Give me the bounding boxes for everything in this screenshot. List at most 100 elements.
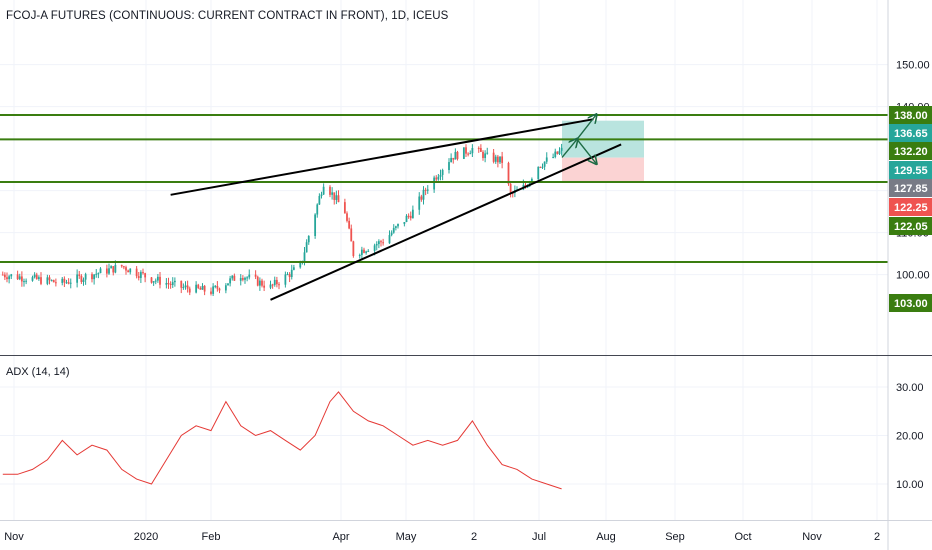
horizontal-levels[interactable]	[0, 114, 888, 263]
candle-body	[212, 286, 215, 294]
candle-body	[560, 147, 563, 151]
candle-body	[331, 192, 334, 195]
price-label: 122.25	[889, 198, 932, 216]
x-tick-label: Feb	[202, 531, 221, 543]
y-tick-label: 100.00	[896, 270, 930, 282]
candle-body	[110, 266, 113, 269]
candle-body	[456, 151, 459, 159]
candle-body	[233, 275, 236, 281]
candle-body	[167, 283, 170, 285]
candle-body	[271, 284, 274, 286]
candle-body	[433, 177, 436, 190]
arrow-up	[561, 139, 577, 158]
price-label-bg	[889, 217, 932, 235]
candle-body	[120, 264, 123, 267]
candle-body	[229, 278, 232, 284]
candle-body	[33, 274, 36, 278]
candle-body	[76, 274, 79, 283]
candle-body	[150, 277, 153, 283]
candle-body	[545, 157, 548, 162]
candle-body	[314, 214, 317, 236]
indicator-label: ADX (14, 14)	[6, 366, 70, 378]
x-tick-label: Aug	[596, 531, 616, 543]
trendlines[interactable]	[170, 118, 622, 301]
candle-body	[48, 277, 51, 281]
grid-lines	[0, 0, 888, 520]
candle-body	[346, 213, 348, 221]
candle-body	[3, 274, 6, 278]
candle-body	[186, 285, 189, 289]
candle-body	[10, 274, 13, 277]
candle-body	[288, 274, 291, 278]
candle-body	[254, 274, 257, 277]
candle-body	[54, 282, 57, 284]
candle-body	[108, 268, 110, 274]
candle-body	[159, 276, 161, 285]
candle-body	[360, 249, 363, 255]
x-tick-label: Sep	[665, 531, 685, 543]
price-label-bg	[889, 142, 932, 160]
x-tick-label: Nov	[802, 531, 822, 543]
candle-body	[203, 285, 206, 292]
x-tick-label: Oct	[734, 531, 751, 543]
x-tick-label: Jul	[532, 531, 546, 543]
candle-body	[394, 226, 397, 228]
candle-body	[486, 152, 489, 154]
candle-body	[65, 282, 68, 284]
candle-body	[390, 232, 393, 236]
candle-body	[180, 280, 183, 288]
price-label: 138.00	[889, 106, 932, 124]
candle-body	[337, 195, 340, 203]
candle-body	[201, 285, 204, 290]
candle-body	[25, 280, 28, 282]
candlestick-series	[1, 143, 563, 297]
candle-body	[335, 195, 338, 200]
x-tick-label: 2020	[134, 531, 158, 543]
price-label-bg	[889, 106, 932, 124]
price-label-text: 122.25	[894, 202, 928, 214]
candle-body	[139, 272, 142, 278]
candle-body	[244, 277, 246, 280]
candle-body	[246, 277, 249, 279]
candle-body	[173, 280, 176, 283]
candle-body	[539, 166, 542, 168]
candle-body	[552, 156, 555, 158]
price-label-bg	[889, 161, 932, 179]
candle-body	[31, 277, 34, 281]
candle-body	[214, 285, 217, 287]
arrow-down	[576, 138, 596, 163]
candle-body	[210, 291, 212, 294]
candle-body	[479, 148, 482, 152]
candle-body	[343, 202, 346, 214]
candle-body	[558, 150, 561, 154]
candle-body	[541, 166, 544, 168]
candle-body	[477, 148, 480, 150]
candle-body	[248, 274, 251, 278]
adx-series	[2, 391, 562, 490]
candle-body	[543, 161, 546, 167]
candle-body	[16, 274, 19, 280]
candle-body	[363, 249, 365, 253]
price-label-text: 103.00	[894, 298, 928, 310]
candle-body	[46, 277, 49, 284]
price-labels: 138.00 136.65 132.20 129.55 127.85 122.25 122.…	[889, 106, 932, 312]
candle-body	[263, 285, 266, 288]
candle-body	[426, 189, 429, 191]
candle-body	[467, 153, 470, 155]
candle-body	[156, 276, 159, 281]
price-label: 136.65	[889, 124, 932, 142]
candle-body	[114, 264, 117, 273]
candle-body	[320, 194, 323, 196]
candle-body	[165, 283, 168, 285]
candle-body	[52, 280, 55, 283]
candle-body	[241, 278, 244, 280]
candle-body	[199, 287, 202, 290]
price-label-bg	[889, 124, 932, 142]
candle-body	[499, 156, 501, 163]
candle-body	[273, 279, 276, 285]
candle-body	[316, 204, 319, 215]
candle-body	[452, 157, 455, 160]
candle-body	[122, 266, 125, 268]
x-tick-label: 2	[471, 531, 477, 543]
